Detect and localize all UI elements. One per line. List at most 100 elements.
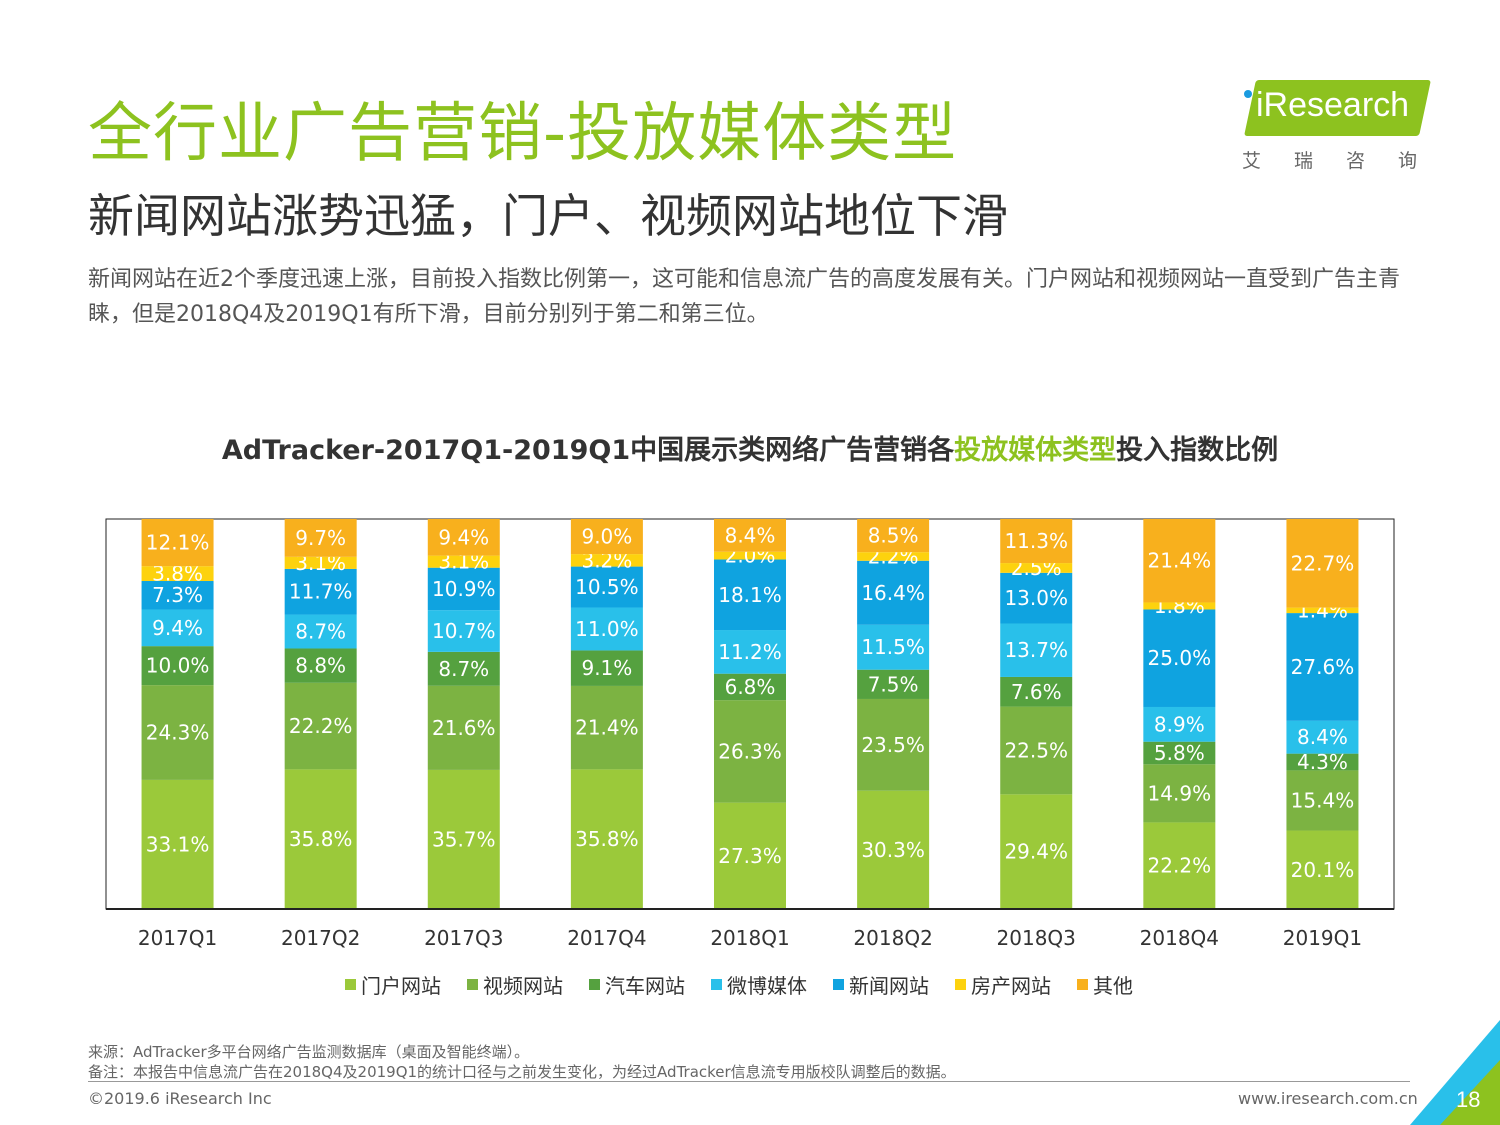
bar-segment <box>1000 623 1073 677</box>
data-label: 13.0% <box>1004 586 1068 610</box>
x-tick-label: 2017Q2 <box>281 926 360 950</box>
data-label: 11.5% <box>861 635 925 659</box>
data-label: 20.1% <box>1291 858 1355 882</box>
logo-cn-text: 艾瑞咨询 <box>1242 150 1451 172</box>
chart-title-suffix: 投入指数比例 <box>1116 435 1279 466</box>
data-label: 5.8% <box>1154 741 1205 765</box>
bar-segment <box>714 700 786 803</box>
page-title: 全行业广告营销-投放媒体类型 <box>88 97 958 171</box>
bar-segment <box>1286 613 1359 721</box>
bar-segment <box>857 519 930 553</box>
legend-item: 门户网站 <box>345 970 441 999</box>
data-label: 21.6% <box>432 716 496 740</box>
x-tick-label: 2017Q3 <box>424 926 503 950</box>
bar-segment <box>1000 519 1073 564</box>
bar-segment <box>857 624 930 670</box>
data-label: 8.4% <box>1297 725 1348 749</box>
data-label: 12.1% <box>146 531 210 555</box>
page-subtitle: 新闻网站涨势迅猛，门户、视频网站地位下滑 <box>88 189 1008 243</box>
data-label: 21.4% <box>1148 549 1212 573</box>
legend-swatch <box>345 979 356 990</box>
bar-segment <box>570 607 643 651</box>
bar-segment <box>141 685 214 780</box>
data-label: 22.5% <box>1004 738 1068 762</box>
bar-segment <box>427 555 500 568</box>
legend-label: 房产网站 <box>971 974 1051 998</box>
data-label: 9.4% <box>438 525 489 549</box>
bar-segment <box>427 610 500 652</box>
website-link[interactable]: www.iresearch.com.cn <box>1238 1089 1418 1108</box>
page-description: 新闻网站在近2个季度迅速上涨，目前投入指数比例第一，这可能和信息流广告的高度发展… <box>88 267 1401 327</box>
legend-swatch <box>1077 979 1088 990</box>
data-label: 23.5% <box>861 733 925 757</box>
chart-title-prefix: AdTracker-2017Q1-2019Q1中国展示类网络广告营销各 <box>221 435 955 466</box>
remark-note: 备注：本报告中信息流广告在2018Q4及2019Q1的统计口径与之前发生变化，为… <box>88 1063 956 1081</box>
data-label: 33.1% <box>146 832 210 856</box>
data-label: 25.0% <box>1148 646 1212 670</box>
data-label: 10.0% <box>146 654 210 678</box>
x-tick-label: 2018Q2 <box>853 926 932 950</box>
x-tick-label: 2018Q3 <box>997 926 1076 950</box>
page-number: 18 <box>1456 1087 1481 1112</box>
data-label: 6.8% <box>725 675 776 699</box>
legend-item: 房产网站 <box>955 970 1051 999</box>
bar-segment <box>1000 794 1073 909</box>
data-label: 22.2% <box>1148 854 1212 878</box>
bar-segment <box>1000 572 1073 624</box>
x-tick-label: 2017Q4 <box>567 926 646 950</box>
bar-segment <box>141 609 214 647</box>
x-tick-label: 2018Q1 <box>710 926 789 950</box>
bar-segment <box>1286 720 1359 754</box>
data-label: 8.8% <box>295 654 346 678</box>
bar-segment <box>857 560 930 625</box>
data-label: 9.4% <box>152 616 203 640</box>
bar-segment <box>141 779 214 909</box>
bar-segment <box>1143 609 1216 707</box>
legend-item: 其他 <box>1077 970 1133 999</box>
bar-segment <box>284 556 357 569</box>
bar-segment <box>141 519 214 567</box>
legend-item: 微博媒体 <box>711 970 807 999</box>
chart-title-highlight: 投放媒体类型 <box>954 435 1117 466</box>
legend-item: 新闻网站 <box>833 970 929 999</box>
data-label: 11.2% <box>718 640 782 664</box>
data-label: 10.9% <box>432 577 496 601</box>
bar-segment <box>284 769 357 909</box>
data-label: 22.2% <box>289 714 353 738</box>
corner-decoration <box>1410 1020 1500 1125</box>
source-note: 来源：AdTracker多平台网络广告监测数据库（桌面及智能终端）。 <box>88 1043 530 1061</box>
data-label: 14.9% <box>1148 781 1212 805</box>
data-label: 11.7% <box>289 580 353 604</box>
bar-segment <box>570 566 643 608</box>
legend-swatch <box>833 979 844 990</box>
bar-segment <box>284 682 357 770</box>
bar-segment <box>714 673 786 701</box>
legend-label: 汽车网站 <box>605 974 685 998</box>
bar-segment <box>570 769 643 909</box>
data-label: 15.4% <box>1291 788 1355 812</box>
data-label: 8.5% <box>868 524 919 548</box>
bar-segment <box>284 519 357 557</box>
data-label: 9.0% <box>581 525 632 549</box>
chart-legend: 门户网站 视频网站 汽车网站 微博媒体 新闻网站 房产网站 其他 <box>345 970 1159 999</box>
data-label: 22.7% <box>1291 551 1355 575</box>
data-label: 11.3% <box>1004 529 1068 553</box>
data-label: 18.1% <box>718 583 782 607</box>
bar-segment <box>714 519 786 552</box>
bar-segment <box>1000 563 1073 573</box>
data-label: 24.3% <box>146 721 210 745</box>
bar-segment <box>714 630 786 674</box>
bar-segment <box>284 614 357 649</box>
bar-segment <box>427 651 500 686</box>
bar-segment <box>427 519 500 556</box>
bar-segment <box>857 698 930 791</box>
data-label: 10.7% <box>432 619 496 643</box>
legend-item: 视频网站 <box>467 970 563 999</box>
x-tick-label: 2017Q1 <box>138 926 217 950</box>
data-label: 29.4% <box>1004 840 1068 864</box>
bar-segment <box>857 669 930 699</box>
bar-segment <box>1143 602 1216 610</box>
bar-segment <box>427 685 500 770</box>
iresearch-logo: iResearch 艾瑞咨询 <box>1238 80 1438 175</box>
data-label: 7.6% <box>1011 680 1062 704</box>
